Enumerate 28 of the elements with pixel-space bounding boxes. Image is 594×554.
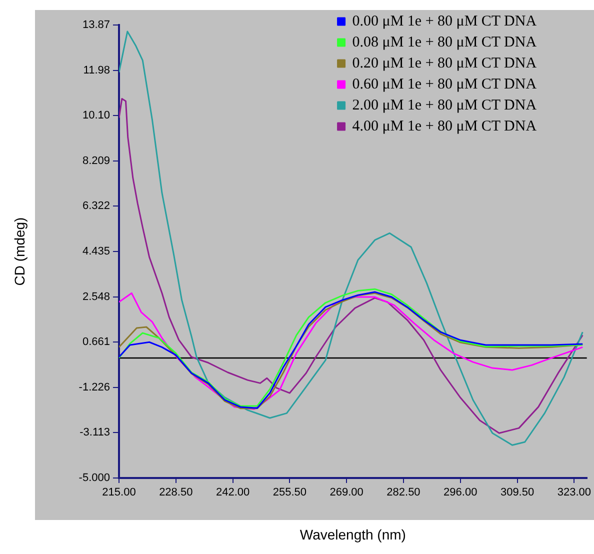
x-tick-label: 255.50 <box>272 486 307 499</box>
y-tick-label: 2.548 <box>82 290 110 303</box>
y-tick-label: 6.322 <box>82 200 110 212</box>
y-tick-label: -1.226 <box>78 381 110 394</box>
x-tick-label: 228.50 <box>159 486 193 499</box>
legend-label: 0.00 μM 1e + 80 μM CT DNA <box>352 13 537 30</box>
legend-label: 0.60 μM 1e + 80 μM CT DNA <box>352 76 537 92</box>
x-tick-label: 242.00 <box>216 486 250 499</box>
legend-label: 0.20 μM 1e + 80 μM CT DNA <box>352 55 537 72</box>
x-tick-label: 309.50 <box>500 486 534 499</box>
y-tick-label: -3.113 <box>80 426 110 439</box>
y-tick-label: 10.10 <box>82 110 110 122</box>
x-tick-label: 269.00 <box>330 486 364 499</box>
legend-label: 0.08 μM 1e + 80 μM CT DNA <box>352 34 537 50</box>
y-tick-label: 11.98 <box>83 64 110 76</box>
x-tick-label: 215.00 <box>102 486 136 499</box>
x-tick-label: 282.50 <box>386 486 420 499</box>
y-axis-title: CD (mdeg) <box>11 217 28 286</box>
x-tick-label: 323.00 <box>557 486 592 499</box>
x-axis-title: Wavelength (nm) <box>300 526 406 542</box>
legend-label: 4.00 μM 1e + 80 μM CT DNA <box>352 118 537 134</box>
y-tick-label: -5.000 <box>78 472 110 484</box>
x-tick-label: 296.00 <box>444 486 478 499</box>
y-tick-label: 4.435 <box>82 246 110 258</box>
legend-label: 2.00 μM 1e + 80 μM CT DNA <box>352 97 537 114</box>
y-tick-label: 0.661 <box>82 336 110 348</box>
y-tick-label: 8.209 <box>82 154 110 167</box>
y-tick-label: 13.87 <box>82 19 110 32</box>
